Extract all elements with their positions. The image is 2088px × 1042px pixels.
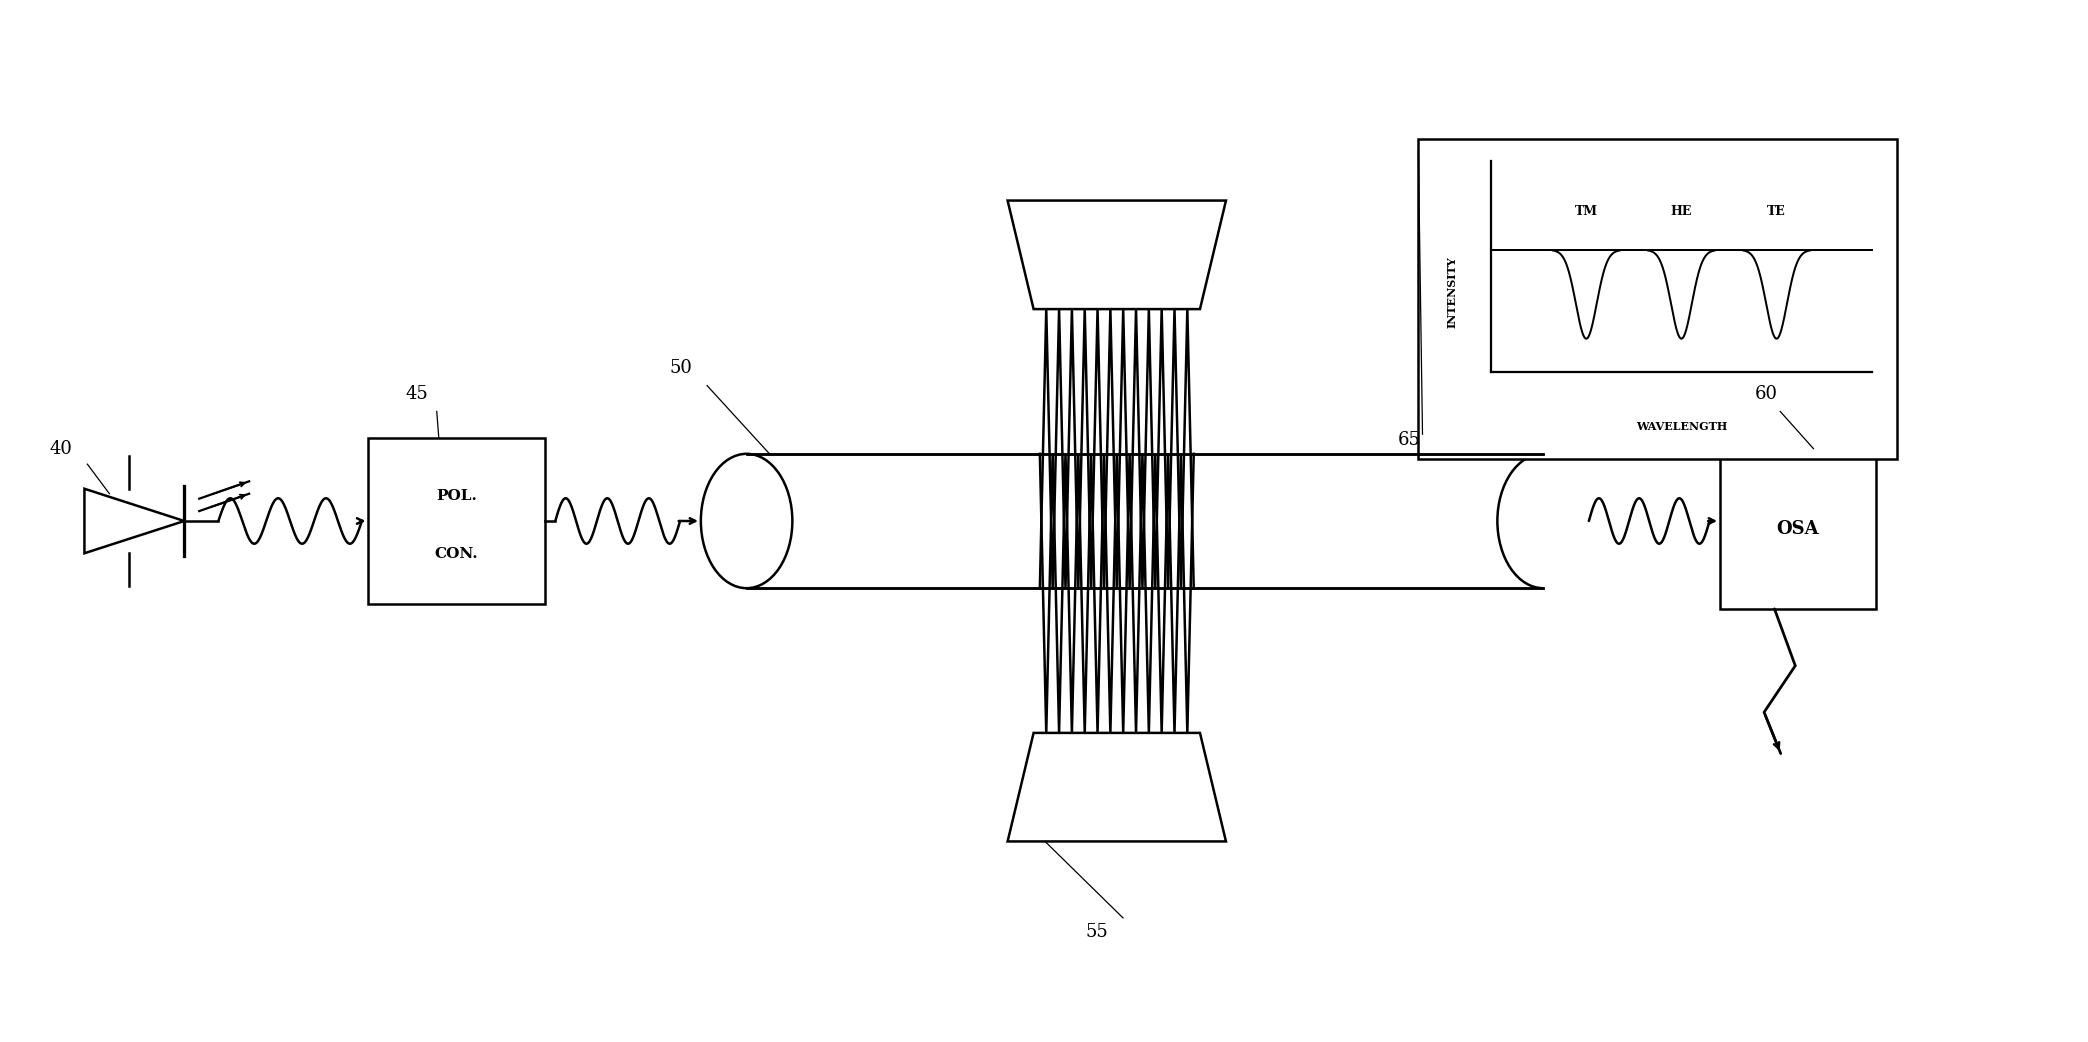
Text: INTENSITY: INTENSITY <box>1447 256 1457 328</box>
Bar <box>1543 449 1593 593</box>
Bar <box>1418 139 1896 458</box>
Text: 60: 60 <box>1756 386 1779 403</box>
Text: WAVELENGTH: WAVELENGTH <box>1635 421 1727 432</box>
Ellipse shape <box>702 454 791 588</box>
Bar <box>748 454 1497 588</box>
Text: 50: 50 <box>670 359 693 377</box>
Text: 65: 65 <box>1397 430 1420 448</box>
Text: TE: TE <box>1766 205 1785 219</box>
Text: 55: 55 <box>1086 922 1109 941</box>
Text: POL.: POL. <box>436 489 476 503</box>
Text: OSA: OSA <box>1777 520 1819 538</box>
Ellipse shape <box>1497 454 1589 588</box>
Text: HE: HE <box>1670 205 1691 219</box>
Text: CON.: CON. <box>434 547 478 561</box>
Text: TM: TM <box>1574 205 1597 219</box>
Text: 45: 45 <box>405 386 428 403</box>
Bar <box>1721 449 1875 609</box>
Text: 40: 40 <box>50 440 73 457</box>
Bar <box>367 439 545 603</box>
